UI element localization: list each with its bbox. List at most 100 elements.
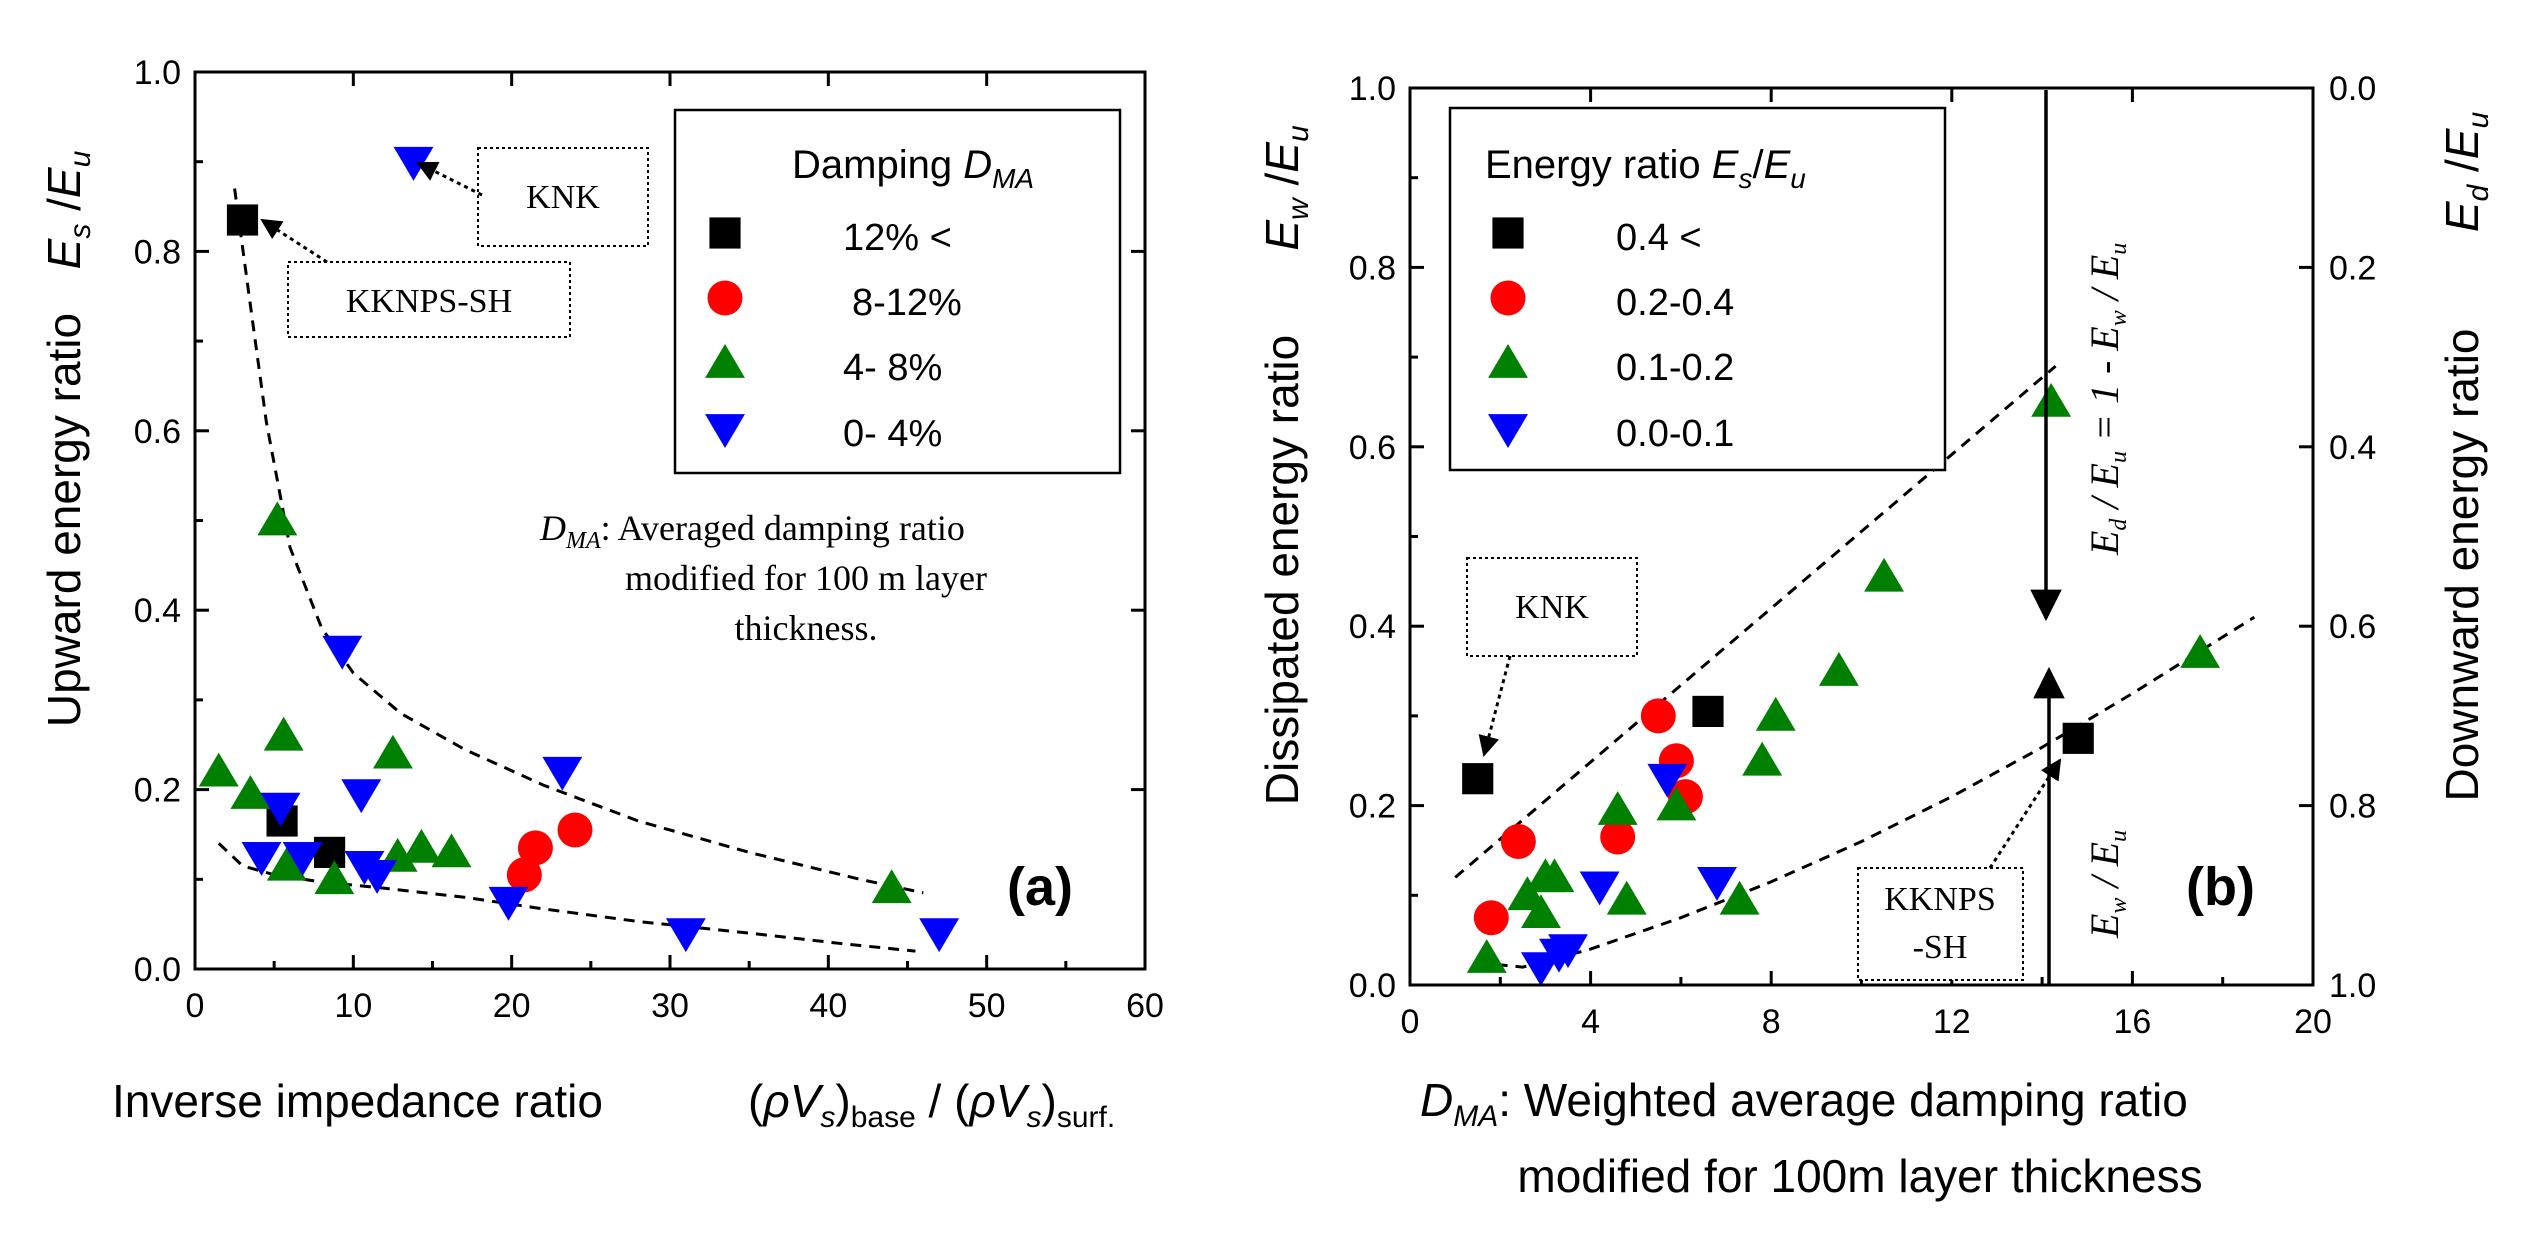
y2-tick-label-b-3: 0.4 <box>2329 429 2376 467</box>
point-a-s3-1 <box>198 752 239 787</box>
annotation-knk-b: KNK <box>1466 557 1638 758</box>
point-b-s4-3 <box>1548 934 1588 969</box>
legend-marker-b-3 <box>1488 344 1528 378</box>
energy-split-arrows-b: Ed / Eu = 1 - Ew / Eu Ew / Eu <box>2030 90 2132 985</box>
legend-label-b-4: 0.0-0.1 <box>1616 413 1734 455</box>
point-b-s1-3 <box>2062 722 2094 754</box>
point-b-s2-4 <box>1640 698 1676 734</box>
svg-text:Ed / Eu = 1 - Ew / Eu: Ed / Eu = 1 - Ew / Eu <box>2082 243 2132 556</box>
legend-label-a-2: 8-12% <box>852 282 962 324</box>
x-tick-label-b-4: 16 <box>2113 1003 2151 1041</box>
annotation-kknps-sh-b: KKNPS -SH <box>1857 758 2062 981</box>
svg-text:Ew /Eu: Ew /Eu <box>1256 125 1315 251</box>
point-b-s2-3 <box>1600 819 1636 855</box>
point-a-s3-6 <box>314 860 355 895</box>
x-axis-math-a: (ρVs)base / (ρVs)surf. <box>748 1075 1115 1134</box>
y2-axis-math-b: Ed /Eu <box>2436 112 2495 233</box>
y-axis-title-b: Dissipated energy ratio <box>1256 335 1308 805</box>
svg-text:KNK: KNK <box>1515 589 1589 626</box>
x-tick-label-a-3: 30 <box>651 987 689 1025</box>
point-b-s2-2 <box>1500 824 1536 859</box>
y-tick-label-b-1: 0.2 <box>1349 788 1396 826</box>
point-a-s4-10 <box>488 886 529 921</box>
svg-text:Downward energy ratio: Downward energy ratio <box>2436 328 2488 801</box>
y2-tick-label-b-1: 0.8 <box>2329 788 2376 826</box>
point-a-s4-5 <box>241 842 282 876</box>
x-tick-label-b-1: 4 <box>1581 1003 1600 1041</box>
point-b-s4-4 <box>1579 871 1620 906</box>
arrow-label-ew-b: Ew / Eu <box>2082 830 2132 939</box>
y2-axis-title-b: Downward energy ratio <box>2436 328 2488 801</box>
point-a-s4-3 <box>542 756 583 791</box>
y-tick-label-b-2: 0.4 <box>1349 608 1396 646</box>
svg-text:modified for 100 m layer: modified for 100 m layer <box>625 558 987 598</box>
svg-text:Ed /Eu: Ed /Eu <box>2436 112 2495 233</box>
svg-text:DMA: Averaged damping ratio: DMA: Averaged damping ratio <box>539 508 965 554</box>
trend-line-a-2 <box>217 842 916 953</box>
point-a-s4-11 <box>665 918 706 953</box>
legend-marker-a-1 <box>709 217 741 249</box>
chart-panel-b: 0 4 8 12 16 20 0.0 1.0 0.2 0.8 0.4 0.6 0.6 0.4 0.8 0.2 1… <box>1256 70 2495 1202</box>
x-tick-label-b-5: 20 <box>2294 1003 2332 1041</box>
x-tick-label-a-4: 40 <box>809 987 847 1025</box>
point-a-s4-4 <box>260 792 301 827</box>
legend-marker-a-2 <box>707 280 743 316</box>
point-a-s4-7 <box>341 779 382 814</box>
y2-tick-label-b-5: 0.0 <box>2329 70 2376 108</box>
point-b-s3-7 <box>1606 880 1647 915</box>
point-b-s1-2 <box>1692 695 1724 727</box>
y2-tick-label-b-4: 0.2 <box>2329 249 2376 287</box>
point-b-s3-15 <box>2180 634 2221 668</box>
arrow-label-ed-b: Ed / Eu = 1 - Ew / Eu <box>2082 243 2132 556</box>
svg-text:thickness.: thickness. <box>735 608 878 648</box>
legend-marker-b-1 <box>1492 217 1524 249</box>
x-axis-title-a: Inverse impedance ratio <box>112 1075 603 1127</box>
point-a-s1-1 <box>226 204 259 236</box>
point-a-s3-5 <box>266 846 307 881</box>
y-axis-math-a: Es /Eu <box>38 150 97 269</box>
legend-title-a: Damping DMA <box>792 143 1034 194</box>
legend-marker-a-3 <box>705 344 745 378</box>
y-tick-label-b-0: 0.0 <box>1349 967 1396 1005</box>
axis-ticks-a: 0 10 20 30 40 50 60 0.0 0.2 0.4 0.6 0.8 1.0 <box>134 54 1164 1025</box>
annotation-kknps-sh-a: KKNPS-SH <box>260 218 571 338</box>
point-a-s3-11 <box>871 869 912 904</box>
y2-tick-label-b-0: 1.0 <box>2329 967 2376 1005</box>
y-tick-label-a-5: 1.0 <box>134 54 181 92</box>
x-tick-label-a-6: 60 <box>1126 987 1164 1025</box>
point-b-s3-3 <box>1520 894 1561 929</box>
y-tick-label-a-0: 0.0 <box>134 951 181 989</box>
trend-lines-a <box>217 188 924 953</box>
svg-text:Dissipated energy ratio: Dissipated energy ratio <box>1256 335 1308 805</box>
svg-text:Es /Eu: Es /Eu <box>38 150 97 269</box>
data-points-b <box>1462 382 2221 987</box>
legend-label-b-2: 0.2-0.4 <box>1616 282 1734 324</box>
point-b-s3-6 <box>1597 791 1638 825</box>
point-b-s3-11 <box>1755 696 1796 731</box>
point-b-s4-1 <box>1520 952 1561 987</box>
x-tick-label-b-3: 12 <box>1933 1003 1971 1041</box>
y-axis-title-a: Upward energy ratio <box>38 313 90 727</box>
legend-title-b: Energy ratio Es/Eu <box>1485 143 1806 194</box>
legend-marker-a-4 <box>705 414 745 448</box>
data-points-a <box>198 146 960 953</box>
y-tick-label-a-4: 0.8 <box>134 233 181 271</box>
legend-b: Energy ratio Es/Eu 0.4 < 0.2-0.4 0.1-0.2… <box>1448 106 1947 472</box>
x-axis-title-b-line2: modified for 100m layer thickness <box>1517 1150 2202 1202</box>
annotation-knk-a: KNK <box>416 147 649 247</box>
y-tick-label-a-1: 0.2 <box>134 772 181 810</box>
point-a-s4-2 <box>322 635 363 670</box>
point-a-s4-1 <box>393 146 434 181</box>
legend-label-b-1: 0.4 < <box>1616 217 1702 259</box>
point-a-s2-1 <box>517 830 553 866</box>
x-tick-label-a-1: 10 <box>334 987 372 1025</box>
point-b-s1-1 <box>1462 763 1494 795</box>
point-a-s3-9 <box>401 828 442 863</box>
point-a-s3-7 <box>372 734 413 769</box>
x-tick-label-a-0: 0 <box>186 987 205 1025</box>
legend-label-a-1: 12% < <box>843 217 952 259</box>
svg-text:KKNPS-SH: KKNPS-SH <box>346 283 512 320</box>
svg-text:Ew / Eu: Ew / Eu <box>2082 830 2132 939</box>
point-a-s4-9 <box>357 859 398 894</box>
